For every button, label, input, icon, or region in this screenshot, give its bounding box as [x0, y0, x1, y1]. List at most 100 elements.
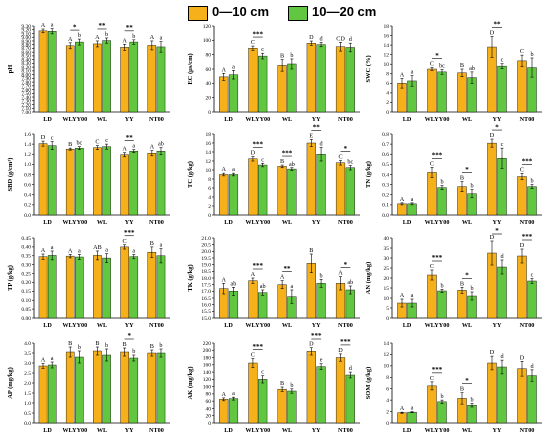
significance-letter: A [41, 357, 46, 364]
x-tick-label: YY [125, 322, 134, 329]
y-tick-label: 20 [206, 95, 212, 101]
bar-series-1 [38, 143, 48, 216]
significance-letter: D [490, 234, 495, 241]
y-tick-label: 6 [208, 186, 211, 192]
x-tick-label: LD [403, 116, 412, 123]
bar-series-1 [65, 255, 75, 319]
significance-letter: a [411, 292, 414, 299]
x-tick-label: LD [43, 427, 52, 434]
significance-letter: c [261, 156, 264, 163]
x-tick-label: WL [462, 322, 472, 329]
y-tick-label: 100 [203, 38, 212, 44]
y-tick-label: 0.4 [24, 193, 31, 199]
x-tick-label: WLYY00 [62, 116, 87, 123]
significance-stars: * [495, 123, 499, 131]
y-axis-label: AP (mg/kg) [7, 367, 14, 399]
y-tick-label: 8 [208, 177, 211, 183]
x-tick-label: LD [224, 116, 233, 123]
significance-stars: *** [311, 332, 322, 340]
x-tick-label: WLYY00 [62, 322, 87, 329]
x-tick-label: WLYY00 [425, 116, 450, 123]
y-tick-label: 8.10 [21, 69, 31, 75]
y-tick-label: 15 [384, 286, 390, 292]
y-tick-label: 4.0 [24, 341, 31, 347]
bar-series-1 [277, 65, 287, 113]
significance-stars: *** [253, 343, 264, 351]
y-tick-label: 7.20 [21, 102, 31, 108]
y-axis-label: AK (mg/kg) [187, 366, 194, 399]
panel-tn: 0.0 0.1 0.2 0.3 0.4 0.5 0.6 0.7 0.8 TN (g/kg) LD A a… [365, 123, 542, 226]
y-tick-label: 7.50 [21, 91, 31, 97]
bar-series-1 [457, 72, 467, 113]
bar-series-2 [345, 374, 355, 424]
y-tick-label: 0.25 [21, 271, 31, 277]
significance-letter: A [150, 144, 155, 151]
y-tick-label: 12 [384, 52, 390, 58]
significance-letter: b [78, 344, 81, 351]
y-tick-label: 8.80 [21, 42, 31, 48]
bar-series-2 [102, 354, 111, 424]
significance-stars: * [495, 227, 499, 235]
bar-series-1 [306, 142, 316, 216]
bar-series-2 [258, 55, 268, 113]
y-tick-label: 40 [384, 236, 390, 242]
y-tick-label: 17.5 [201, 282, 211, 288]
significance-letter: C [123, 238, 127, 245]
y-tick-label: 0.8 [382, 132, 389, 138]
significance-letter: A [400, 72, 405, 79]
significance-letter: A [251, 271, 256, 278]
significance-letter: a [160, 35, 163, 42]
significance-stars: * [344, 261, 348, 269]
y-tick-label: 17.0 [201, 289, 211, 295]
y-tick-label: 18 [384, 24, 390, 30]
bar-series-1 [248, 158, 258, 216]
bar-series-1 [427, 385, 437, 424]
y-tick-label: 80 [206, 52, 212, 58]
y-tick-label: 4 [386, 91, 389, 97]
y-tick-label: 9.30 [21, 24, 31, 30]
significance-letter: b [159, 342, 162, 349]
x-tick-label: WL [97, 322, 107, 329]
y-tick-label: 0.40 [21, 245, 31, 251]
bar-series-1 [93, 350, 102, 424]
y-tick-label: 140 [203, 370, 212, 376]
y-tick-label: 14 [384, 43, 390, 49]
bar-series-1 [120, 47, 129, 113]
significance-letter: D [490, 30, 495, 37]
x-tick-label: WL [282, 116, 292, 123]
y-tick-label: 2 [386, 409, 389, 415]
y-tick-label: 8.30 [21, 61, 31, 67]
bar-series-2 [102, 257, 111, 319]
y-tick-label: 10 [384, 62, 390, 68]
significance-stars: *** [432, 152, 443, 160]
bar-series-2 [156, 151, 166, 216]
x-tick-label: WLYY00 [245, 219, 270, 226]
x-tick-label: LD [403, 427, 412, 434]
y-tick-label: 12 [206, 159, 212, 165]
y-tick-label: 0.6 [24, 182, 31, 188]
legend-swatch-series-2 [288, 6, 308, 21]
significance-letter: A [122, 146, 127, 153]
bar-series-2 [467, 405, 477, 424]
significance-letter: A [221, 276, 226, 283]
y-tick-label: 30 [384, 256, 390, 262]
significance-letter: b [440, 393, 443, 400]
significance-letter: a [291, 283, 294, 290]
y-axis-label: SOM (g/kg) [365, 367, 372, 400]
significance-letter: C [95, 139, 99, 146]
y-tick-label: 0.0 [24, 421, 31, 427]
y-tick-label: 14 [384, 341, 390, 347]
significance-letter: c [501, 141, 504, 148]
significance-letter: c [261, 46, 264, 53]
x-tick-label: LD [43, 322, 52, 329]
y-tick-label: 1.0 [24, 401, 31, 407]
significance-letter: c [51, 135, 54, 142]
y-tick-label: 1.6 [24, 132, 31, 138]
y-tick-label: 10 [384, 296, 390, 302]
y-tick-label: 0.15 [21, 289, 31, 295]
y-tick-label: 0 [386, 316, 389, 322]
significance-letter: A [400, 196, 405, 203]
significance-letter: b [320, 272, 323, 279]
bar-series-1 [65, 351, 75, 424]
